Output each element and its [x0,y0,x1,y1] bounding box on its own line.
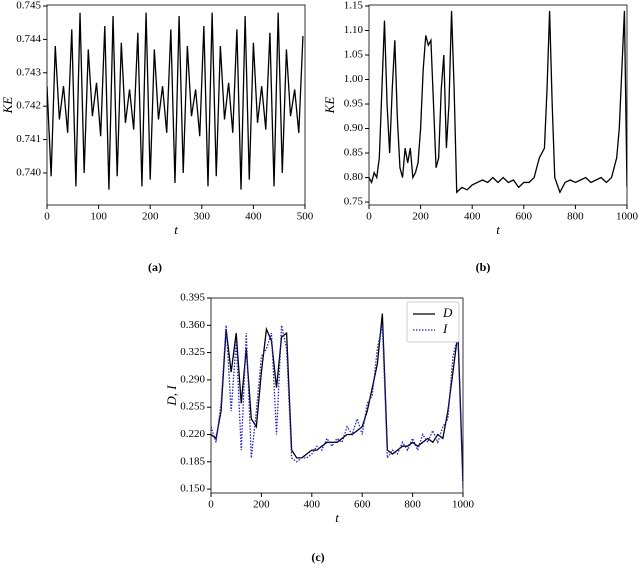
x-tick-label: 800 [404,499,421,511]
y-axis-label: KE [0,97,15,115]
caption: (c) [311,550,324,564]
y-tick-label: 1.00 [344,73,364,85]
y-tick-label: 0.90 [344,122,364,134]
y-tick-label: 1.10 [344,24,364,36]
y-tick-label: 0.742 [16,100,41,112]
data-line [47,12,304,190]
y-tick-label: 0.255 [180,401,205,413]
plot-area [211,313,463,490]
y-tick-label: 0.95 [344,98,364,110]
legend-label: I [442,321,448,336]
axes-frame [210,297,464,494]
y-axis-label: KE [322,97,337,115]
x-tick-label: 200 [253,499,270,511]
y-tick-label: 0.325 [180,346,205,358]
y-tick-label: 0.290 [180,373,205,385]
data-line [211,325,463,490]
y-tick-label: 0.75 [344,196,364,208]
x-tick-label: 500 [297,211,314,223]
y-tick-label: 0.745 [16,0,41,12]
y-tick-label: 0.744 [16,33,41,45]
x-tick-label: 1000 [616,211,639,223]
plot-area [369,10,627,194]
legend-label: D [442,305,453,320]
y-tick-label: 0.85 [344,147,364,159]
data-line [369,10,627,194]
x-tick-label: 0 [44,211,50,223]
legend-box [406,301,460,343]
y-axis-label: D, I [164,385,179,407]
y-tick-label: 0.741 [16,133,41,145]
y-tick-label: 0.150 [180,483,205,495]
y-tick-label: 0.80 [344,171,364,183]
x-tick-label: 400 [304,499,321,511]
axes-frame [368,4,628,206]
x-axis-label: t [174,222,178,237]
y-tick-label: 1.05 [344,49,364,61]
caption: (b) [476,260,491,274]
y-tick-label: 0.743 [16,66,41,78]
y-tick-label: 0.740 [16,166,41,178]
caption: (a) [148,260,162,274]
x-axis-label: t [496,222,500,237]
x-tick-label: 100 [90,211,107,223]
y-tick-label: 0.395 [180,292,205,304]
x-tick-label: 0 [366,211,372,223]
x-tick-label: 1000 [452,499,475,511]
y-tick-label: 0.185 [180,455,205,467]
x-tick-label: 400 [245,211,262,223]
x-tick-label: 200 [142,211,159,223]
axes-frame [46,4,306,206]
plot-area [47,12,304,190]
y-tick-label: 0.220 [180,428,205,440]
data-line [211,313,463,482]
x-tick-label: 600 [516,211,533,223]
x-tick-label: 300 [194,211,211,223]
y-tick-label: 1.15 [344,0,364,12]
x-axis-label: t [335,510,339,525]
y-tick-label: 0.360 [180,319,205,331]
x-tick-label: 800 [567,211,584,223]
x-tick-label: 200 [412,211,429,223]
x-tick-label: 0 [208,499,214,511]
x-tick-label: 400 [464,211,481,223]
x-tick-label: 600 [354,499,371,511]
